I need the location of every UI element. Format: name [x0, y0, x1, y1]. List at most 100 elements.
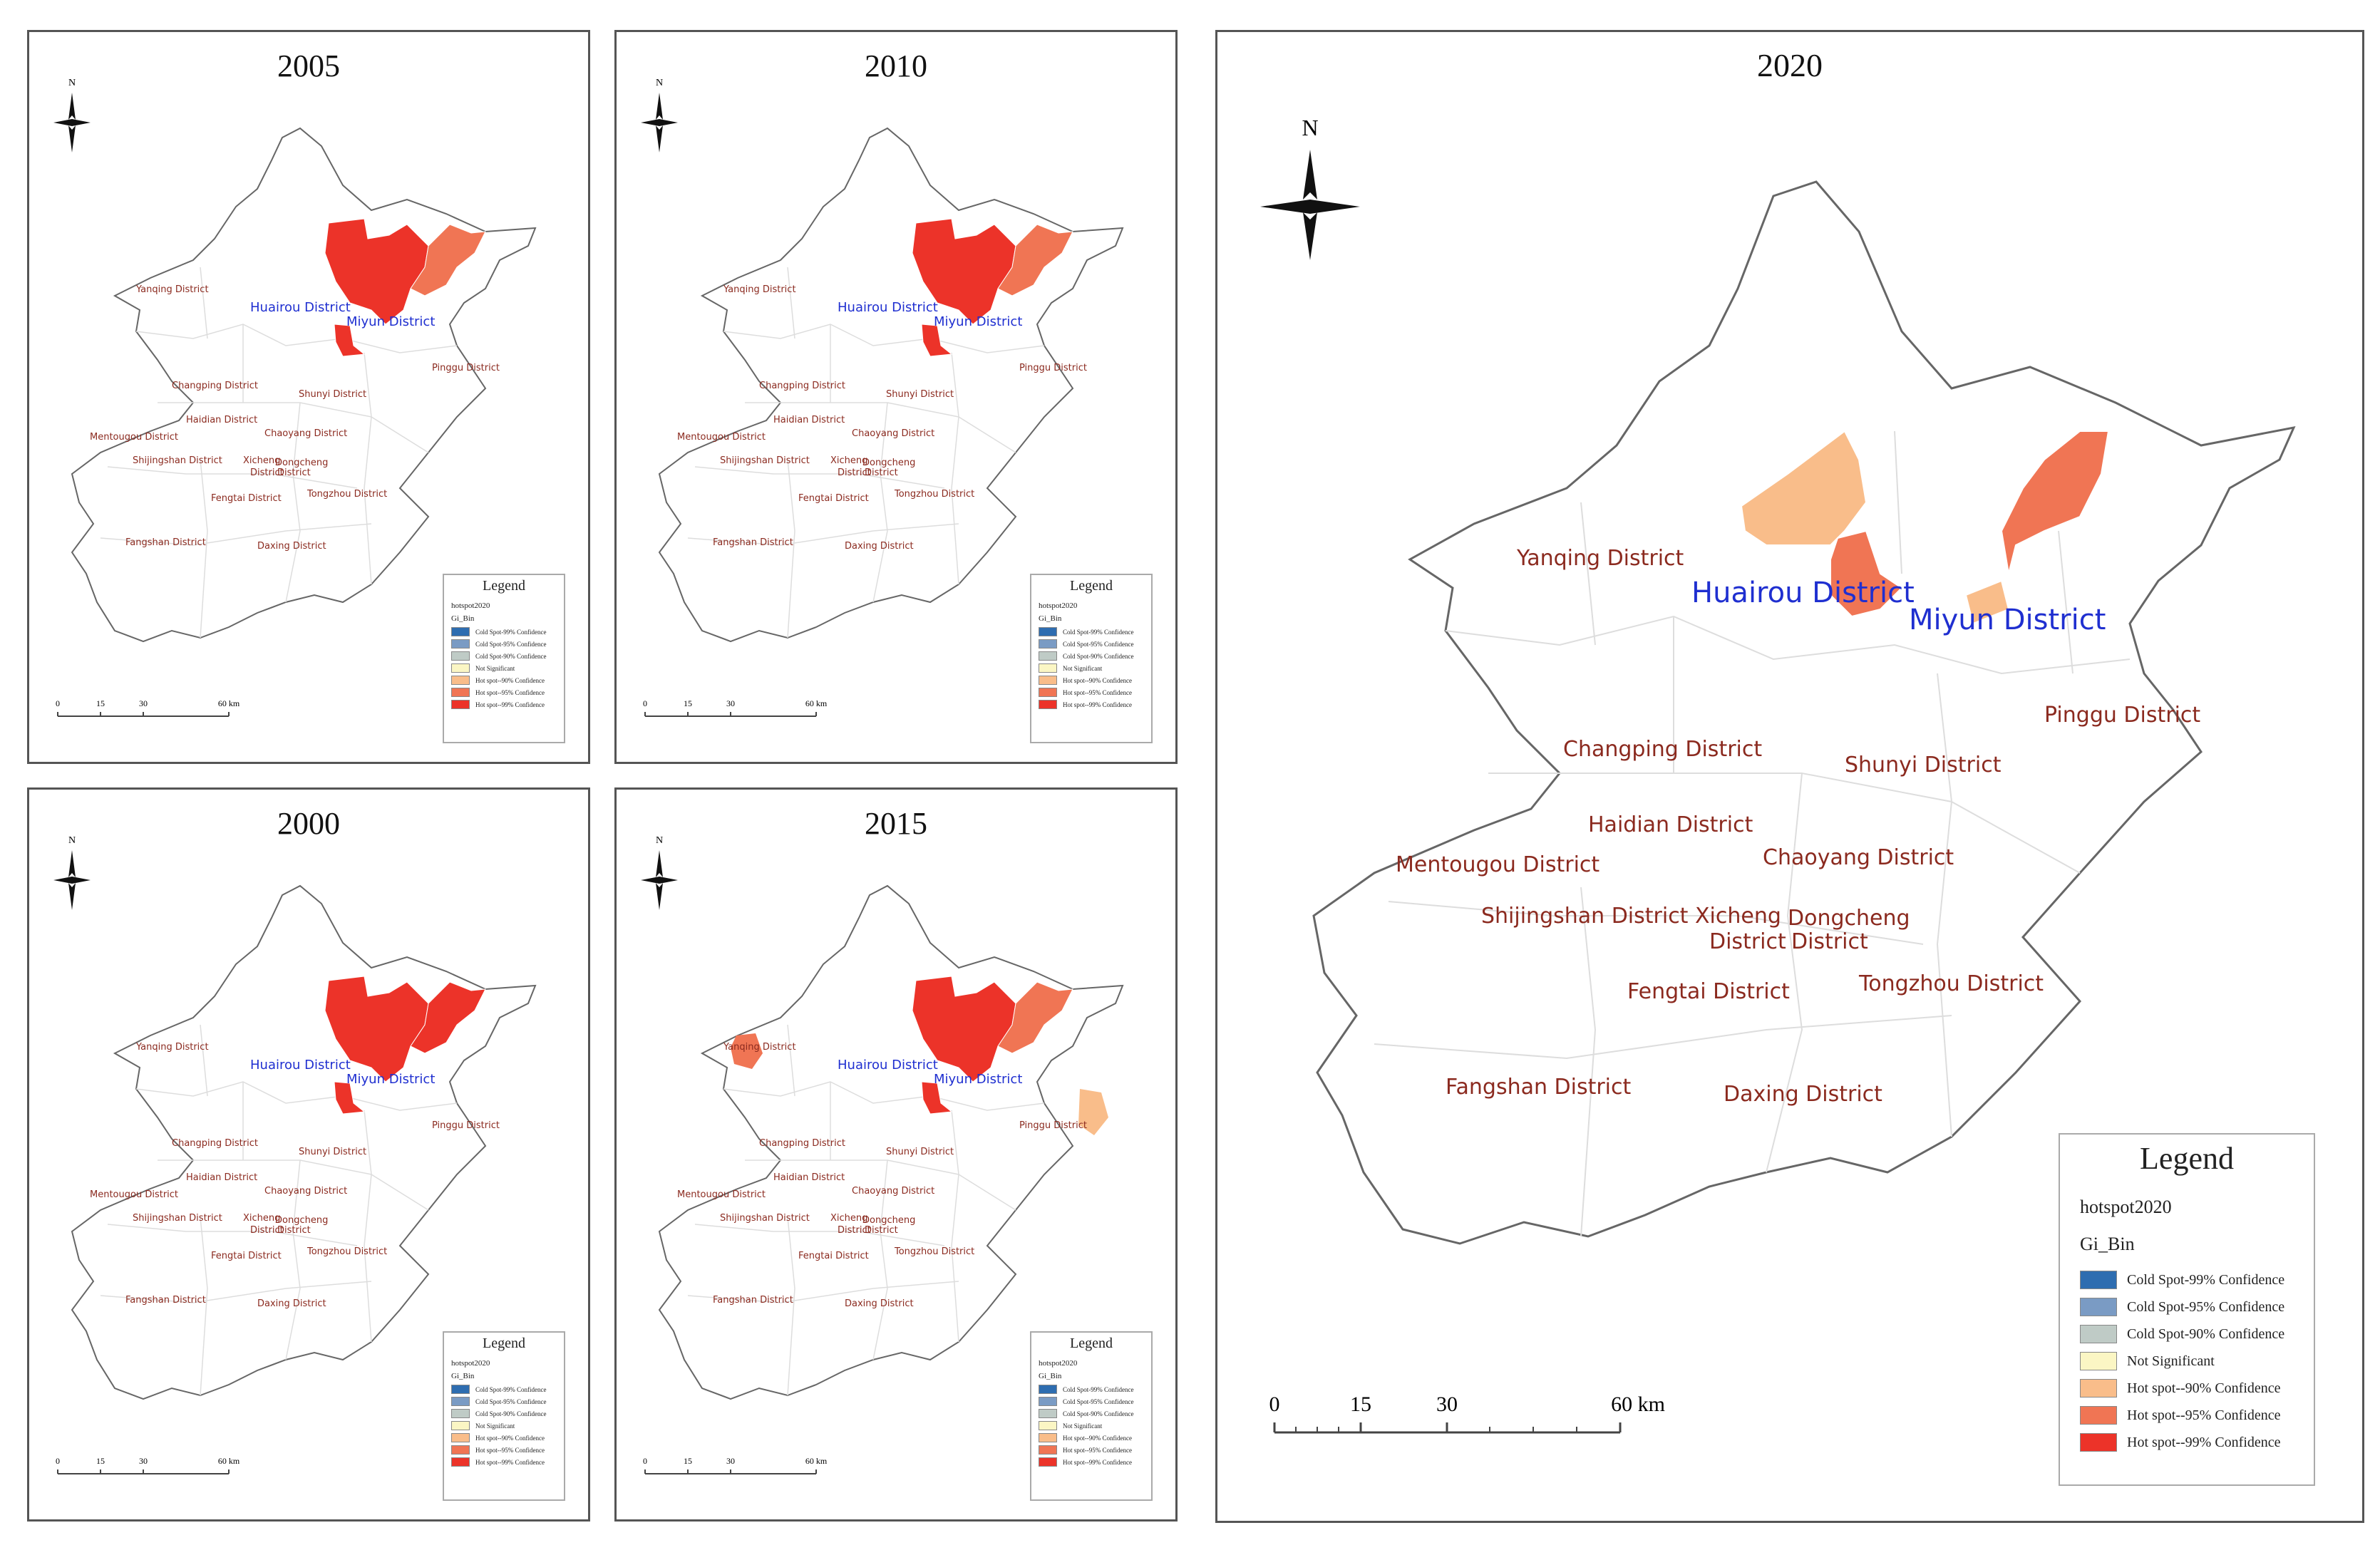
- legend-item: Cold Spot-99% Confidence: [451, 1385, 564, 1394]
- legend-item-label: Hot spot--90% Confidence: [475, 676, 545, 684]
- legend-item-label: Not Significant: [1063, 1422, 1103, 1430]
- legend-item: Hot spot--90% Confidence: [1039, 676, 1151, 685]
- svg-text:Huairou District: Huairou District: [1691, 577, 1915, 609]
- map-svg: N Yanqing District Huairou District Miyu…: [641, 78, 1124, 717]
- legend-item-label: Not Significant: [1063, 664, 1103, 672]
- svg-text:Chaoyang District: Chaoyang District: [1763, 845, 1954, 870]
- legend-title: Legend: [1070, 1336, 1113, 1351]
- legend-swatch: [2080, 1298, 2117, 1316]
- svg-text:0: 0: [56, 698, 60, 708]
- svg-text:Dongcheng: Dongcheng: [1788, 906, 1910, 931]
- svg-text:District: District: [838, 467, 871, 478]
- svg-text:District: District: [250, 1225, 284, 1236]
- svg-text:Changping District: Changping District: [1563, 737, 1762, 762]
- svg-text:Fengtai District: Fengtai District: [1627, 979, 1790, 1004]
- svg-text:Huairou District: Huairou District: [250, 1058, 351, 1073]
- svg-text:Xicheng: Xicheng: [830, 1213, 867, 1224]
- legend-item: Cold Spot-90% Confidence: [2080, 1325, 2314, 1343]
- panel-title: 2015: [865, 806, 927, 841]
- legend-item: Hot spot--90% Confidence: [1039, 1433, 1151, 1442]
- svg-text:Huairou District: Huairou District: [250, 300, 351, 315]
- svg-text:Chaoyang District: Chaoyang District: [852, 1186, 934, 1197]
- legend-swatch: [1039, 651, 1057, 661]
- svg-text:Haidian District: Haidian District: [186, 1172, 257, 1183]
- legend-item: Hot spot--95% Confidence: [451, 1445, 564, 1455]
- legend-item: Hot spot--99% Confidence: [1039, 1457, 1151, 1467]
- svg-text:15: 15: [684, 698, 692, 708]
- hotspot-areas: [912, 218, 1073, 357]
- legend-field: Gi_Bin: [451, 1372, 475, 1380]
- legend-item-label: Cold Spot-95% Confidence: [2127, 1298, 2285, 1315]
- svg-text:Miyun District: Miyun District: [346, 314, 435, 329]
- svg-text:Tongzhou District: Tongzhou District: [894, 1246, 974, 1257]
- svg-text:Shunyi District: Shunyi District: [886, 389, 954, 400]
- svg-text:Xicheng: Xicheng: [1695, 904, 1781, 929]
- svg-text:District: District: [838, 1225, 871, 1236]
- legend-layer: hotspot2020: [451, 1359, 490, 1368]
- legend-swatch: [451, 1445, 470, 1455]
- legend-layer: hotspot2020: [451, 601, 490, 610]
- svg-text:Haidian District: Haidian District: [773, 415, 845, 425]
- svg-text:Fengtai District: Fengtai District: [211, 493, 282, 504]
- svg-text:60 km: 60 km: [218, 1456, 240, 1466]
- legend-item: Hot spot--90% Confidence: [2080, 1379, 2314, 1398]
- legend-item-label: Hot spot--90% Confidence: [475, 1434, 545, 1442]
- legend-swatch: [451, 639, 470, 649]
- svg-text:30: 30: [139, 1456, 148, 1466]
- svg-text:District: District: [277, 467, 311, 478]
- svg-text:Pinggu District: Pinggu District: [2044, 703, 2200, 728]
- legend-item-label: Hot spot--99% Confidence: [2127, 1434, 2281, 1450]
- svg-text:Shijingshan District: Shijingshan District: [720, 455, 810, 466]
- map-svg: N Yanqing District Huairou District Miyu…: [1217, 32, 2296, 1434]
- district-labels: Yanqing District Huairou District Miyun …: [90, 284, 500, 552]
- svg-text:60 km: 60 km: [805, 698, 828, 708]
- svg-text:15: 15: [96, 1456, 105, 1466]
- north-label: N: [656, 78, 663, 88]
- svg-text:District: District: [1791, 929, 1868, 954]
- legend-item-label: Hot spot--90% Confidence: [1063, 676, 1132, 684]
- legend-swatch: [1039, 1433, 1057, 1442]
- svg-text:Fengtai District: Fengtai District: [211, 1251, 282, 1261]
- legend-item-label: Hot spot--90% Confidence: [2127, 1380, 2281, 1396]
- legend-box: Legend hotspot2020 Gi_Bin Cold Spot-99% …: [1030, 574, 1153, 743]
- north-label: N: [68, 78, 76, 88]
- legend-item-label: Hot spot--99% Confidence: [475, 701, 545, 708]
- legend-item-label: Cold Spot-99% Confidence: [475, 628, 547, 636]
- svg-text:Pinggu District: Pinggu District: [1019, 363, 1087, 373]
- legend-item-label: Hot spot--99% Confidence: [1063, 1458, 1132, 1466]
- legend-item: Not Significant: [1039, 1421, 1151, 1430]
- svg-text:Yanqing District: Yanqing District: [135, 1042, 209, 1053]
- panel-title: 2005: [277, 48, 340, 83]
- legend-swatch: [451, 1397, 470, 1406]
- hotspot-small-south: [334, 1081, 366, 1115]
- legend-item: Cold Spot-95% Confidence: [2080, 1298, 2314, 1316]
- legend-item: Hot spot--90% Confidence: [451, 676, 564, 685]
- svg-text:0: 0: [643, 698, 647, 708]
- hotspot-miyun-east: [410, 224, 486, 296]
- hotspot-areas: [324, 218, 486, 357]
- panel-title: 2010: [865, 48, 927, 83]
- district-labels-2020: Yanqing District Huairou District Miyun …: [1396, 546, 2200, 1107]
- svg-text:Yanqing District: Yanqing District: [723, 1042, 796, 1053]
- north-label: N: [68, 835, 76, 846]
- svg-text:60 km: 60 km: [218, 698, 240, 708]
- svg-text:Changping District: Changping District: [172, 1138, 258, 1149]
- hotspot-miyun-east: [410, 981, 486, 1054]
- svg-text:30: 30: [1436, 1393, 1458, 1416]
- legend-swatch: [1039, 1421, 1057, 1430]
- svg-text:15: 15: [1350, 1393, 1371, 1416]
- legend-swatch: [451, 1433, 470, 1442]
- legend-swatch: [1039, 676, 1057, 685]
- beijing-outline: [71, 127, 537, 643]
- legend-item-label: Not Significant: [475, 664, 515, 672]
- legend-item: Hot spot--90% Confidence: [451, 1433, 564, 1442]
- svg-text:Chaoyang District: Chaoyang District: [852, 428, 934, 439]
- north-label: N: [656, 835, 663, 846]
- map-panel-2005: 2005 N Yanqing District Huairou District…: [27, 30, 590, 764]
- scale-bar: 0 15 30 60 km: [56, 698, 240, 717]
- legend-layer: hotspot2020: [1039, 1359, 1078, 1368]
- legend-item-label: Cold Spot-99% Confidence: [2127, 1271, 2285, 1288]
- legend-item: Cold Spot-90% Confidence: [451, 1409, 564, 1418]
- svg-text:Miyun District: Miyun District: [934, 314, 1022, 329]
- district-labels: Yanqing District Huairou District Miyun …: [90, 1042, 500, 1309]
